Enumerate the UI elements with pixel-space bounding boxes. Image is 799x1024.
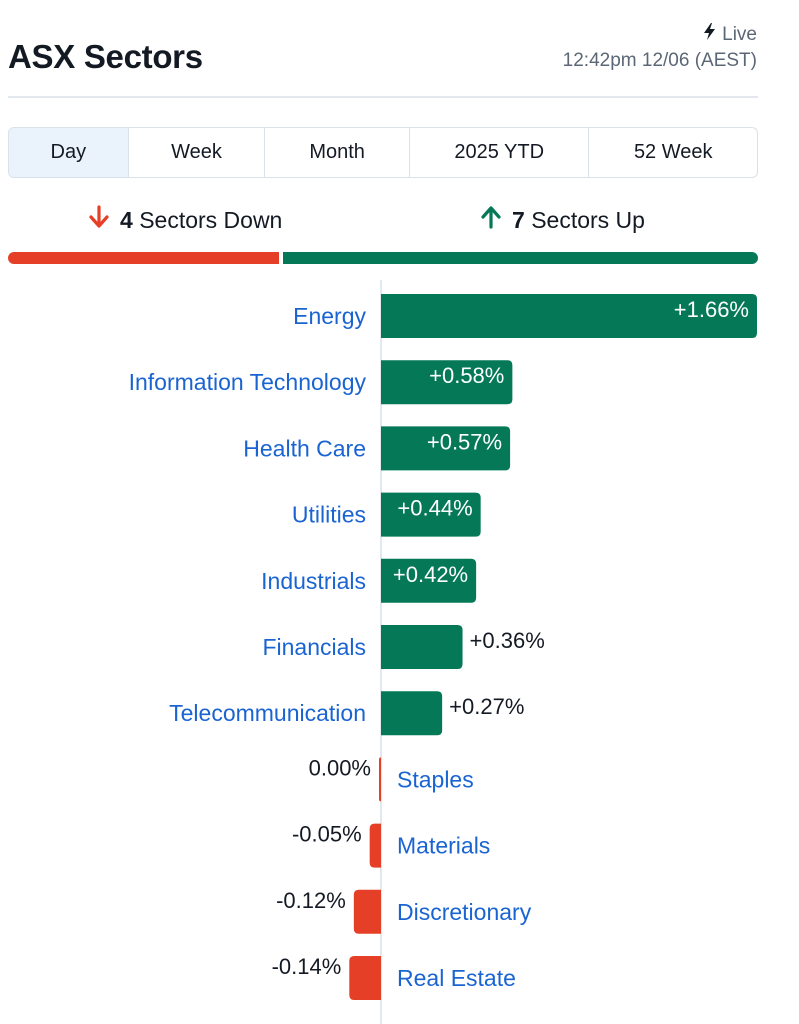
bar-real-estate[interactable] (349, 956, 381, 1000)
category-label-health-care[interactable]: Health Care (243, 435, 366, 461)
category-label-telecommunication[interactable]: Telecommunication (169, 700, 366, 726)
category-label-utilities[interactable]: Utilities (292, 502, 366, 528)
category-label-industrials[interactable]: Industrials (261, 568, 366, 594)
value-label-materials: -0.05% (292, 822, 362, 847)
lightning-icon (703, 22, 716, 48)
live-status: Live 12:42pm 12/06 (AEST) (563, 22, 757, 74)
tab-52-week[interactable]: 52 Week (633, 141, 713, 163)
value-label-discretionary: -0.12% (276, 888, 346, 913)
page-title: ASX Sectors (8, 38, 203, 75)
arrow-down-icon (88, 205, 110, 235)
sectors-down-summary: 4 Sectors Down (88, 205, 282, 235)
bar-energy[interactable] (381, 294, 757, 338)
header-divider (8, 96, 758, 98)
category-label-real-estate[interactable]: Real Estate (397, 965, 516, 991)
value-label-health-care: +0.57% (427, 429, 502, 454)
tab-day[interactable]: Day (9, 128, 129, 177)
bar-utilities[interactable] (381, 492, 481, 537)
up-label: Sectors Up (531, 206, 645, 233)
bar-telecommunication[interactable] (381, 691, 443, 736)
bar-discretionary[interactable] (353, 889, 381, 934)
bar-financials[interactable] (381, 625, 463, 669)
bar-health-care[interactable] (381, 426, 511, 471)
timestamp: 12:42pm 12/06 (AEST) (562, 50, 757, 71)
category-label-materials[interactable]: Materials (397, 833, 490, 859)
bar-industrials[interactable] (381, 558, 477, 603)
bar-materials[interactable] (369, 823, 381, 868)
value-label-information-technology: +0.58% (429, 363, 504, 388)
value-label-financials: +0.36% (470, 628, 545, 653)
bar-information-technology[interactable] (381, 360, 513, 405)
sectors-up-summary: 7 Sectors Up (480, 205, 645, 235)
category-label-energy[interactable]: Energy (293, 303, 366, 329)
category-label-financials[interactable]: Financials (262, 634, 366, 660)
live-label: Live (722, 24, 757, 45)
tab-ytd[interactable]: 2025 YTD (410, 128, 590, 177)
up-count: 7 (512, 206, 525, 233)
tab-month[interactable]: Month (265, 128, 410, 177)
sector-bar-chart: Energy +1.66% Information Technology +0.58%… (129, 280, 757, 1024)
value-label-real-estate: -0.14% (272, 954, 342, 979)
value-label-energy: +1.66% (674, 297, 749, 322)
category-label-information-technology[interactable]: Information Technology (129, 369, 367, 395)
down-label: Sectors Down (139, 206, 283, 233)
bar-staples[interactable] (379, 757, 381, 802)
category-label-staples[interactable]: Staples (397, 766, 474, 792)
tab-week[interactable]: Week (129, 128, 266, 177)
value-label-utilities: +0.44% (397, 496, 472, 521)
down-proportion-bar (8, 252, 279, 264)
period-tabs: Day Week Month 2025 YTD 52 Week (8, 127, 758, 178)
value-label-telecommunication: +0.27% (449, 694, 524, 719)
down-count: 4 (120, 206, 133, 233)
arrow-up-icon (480, 205, 502, 235)
category-label-discretionary[interactable]: Discretionary (397, 899, 532, 925)
value-label-staples: 0.00% (309, 755, 371, 780)
value-label-industrials: +0.42% (393, 562, 468, 587)
up-proportion-bar (283, 252, 758, 264)
